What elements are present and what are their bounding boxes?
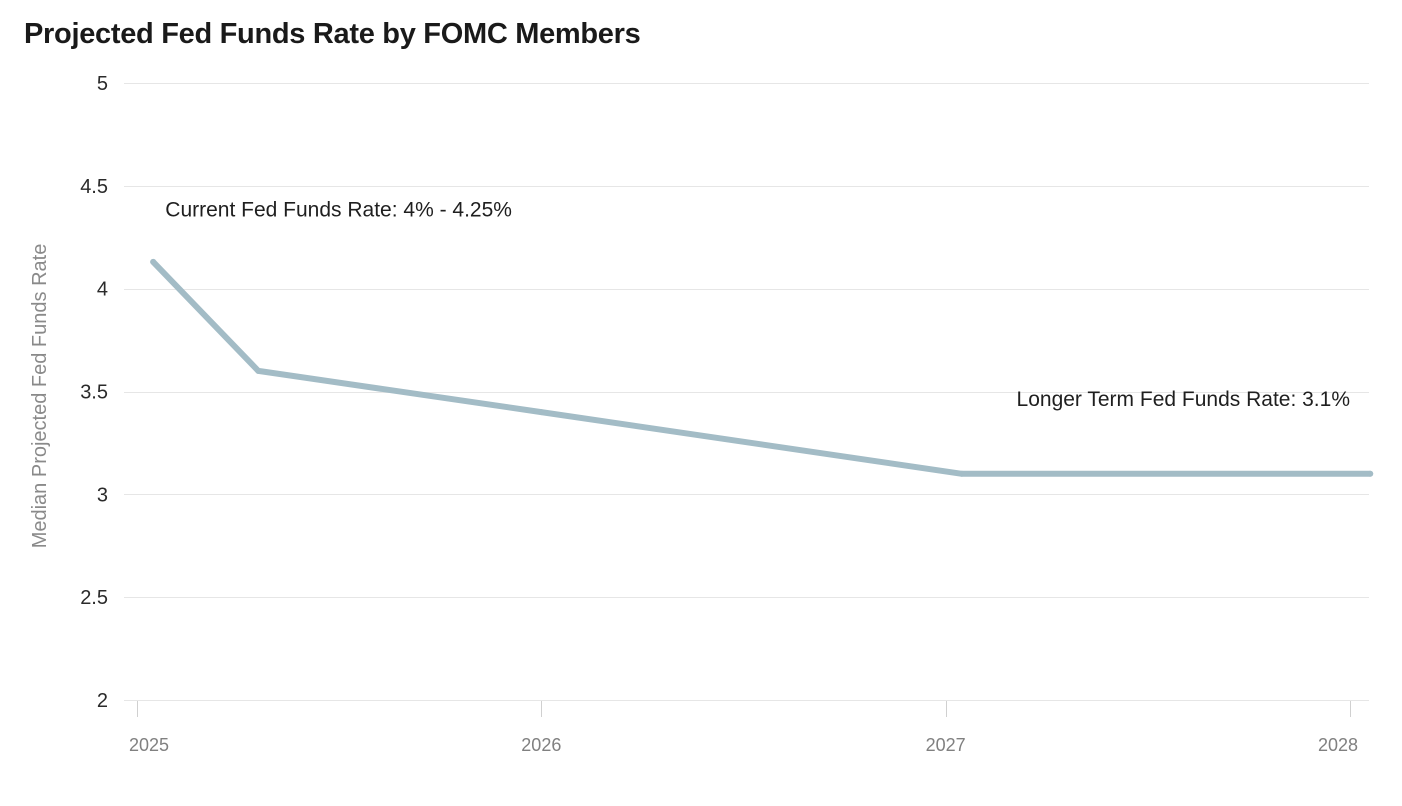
x-tick-label: 2027 (926, 735, 966, 755)
data-point (255, 367, 262, 374)
y-axis-title: Median Projected Fed Funds Rate (29, 244, 51, 549)
x-tick-label: 2028 (1318, 735, 1358, 755)
y-tick-label: 3 (97, 484, 108, 506)
y-tick-label: 4.5 (80, 176, 108, 198)
x-axis-ticks: 2025 2026 2027 2028 (129, 701, 1358, 755)
y-tick-label: 3.5 (80, 382, 108, 404)
data-point (1367, 470, 1374, 477)
x-tick-label: 2026 (521, 735, 561, 755)
y-tick-label: 5 (97, 73, 108, 95)
data-point (150, 258, 157, 265)
x-tick-label: 2025 (129, 735, 169, 755)
y-axis-ticks: 2 2.5 3 3.5 4 4.5 5 (80, 73, 108, 712)
chart-title: Projected Fed Funds Rate by FOMC Members (24, 18, 641, 50)
gridlines (124, 83, 1369, 701)
data-point (538, 409, 545, 416)
series-layer (150, 258, 1374, 477)
annotation-label: Current Fed Funds Rate: 4% - 4.25% (165, 199, 512, 222)
series-line (150, 258, 1374, 477)
y-tick-label: 4 (97, 279, 108, 301)
y-tick-label: 2 (97, 690, 108, 712)
annotation-label: Longer Term Fed Funds Rate: 3.1% (1017, 388, 1350, 411)
data-point (958, 470, 965, 477)
y-tick-label: 2.5 (80, 587, 108, 609)
annotations: Current Fed Funds Rate: 4% - 4.25% Longer… (165, 199, 1350, 411)
